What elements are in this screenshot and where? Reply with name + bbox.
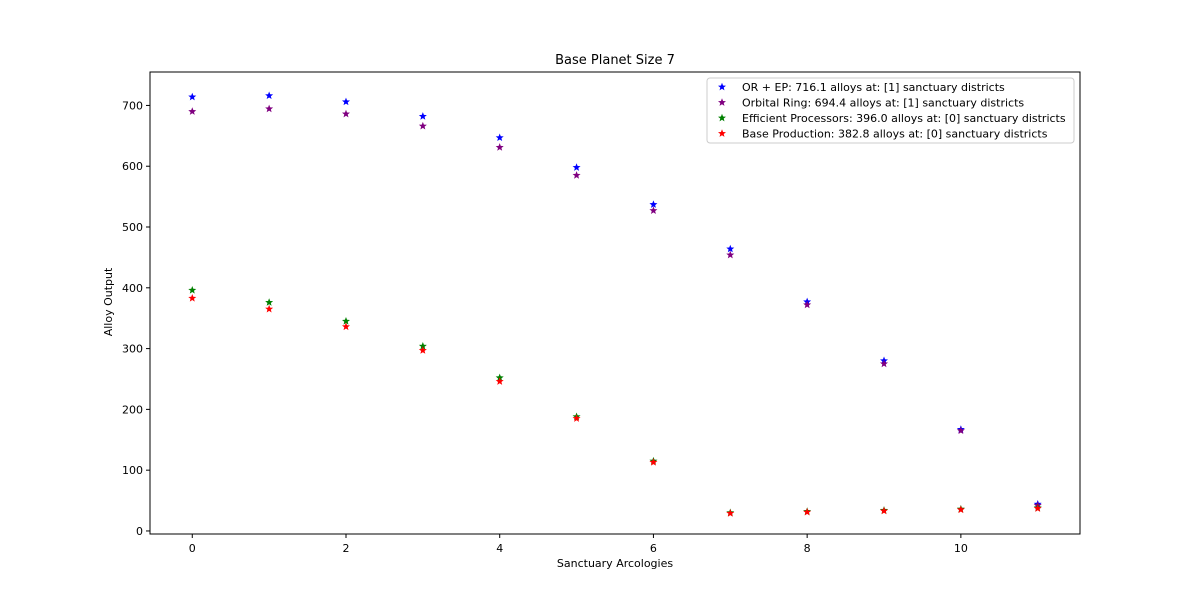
series-3-points bbox=[188, 286, 1042, 517]
legend: OR + EP: 716.1 alloys at: [1] sanctuary … bbox=[706, 77, 1075, 144]
data-point bbox=[265, 298, 274, 306]
legend-entry-label: Orbital Ring: 694.4 alloys at: [1] sanct… bbox=[742, 97, 1024, 110]
data-point bbox=[803, 300, 812, 309]
data-point bbox=[956, 426, 965, 435]
y-tick-label: 100 bbox=[122, 464, 143, 477]
plot-frame bbox=[149, 71, 1081, 535]
data-point bbox=[188, 107, 197, 115]
data-point bbox=[265, 304, 274, 313]
data-point bbox=[418, 112, 427, 120]
y-tick-label: 0 bbox=[136, 525, 143, 538]
legend-entry-label: OR + EP: 716.1 alloys at: [1] sanctuary … bbox=[742, 81, 1005, 94]
series-2-points bbox=[188, 104, 1042, 509]
data-point bbox=[572, 171, 581, 179]
data-point bbox=[726, 250, 735, 259]
data-point bbox=[418, 346, 427, 354]
y-tick-label: 600 bbox=[122, 160, 143, 173]
legend-marker bbox=[718, 113, 726, 122]
data-point bbox=[342, 97, 350, 106]
data-point bbox=[342, 322, 350, 331]
data-point bbox=[572, 414, 581, 422]
y-tick-label: 500 bbox=[122, 221, 143, 234]
data-point bbox=[1033, 504, 1042, 512]
data-point bbox=[956, 505, 965, 514]
plot-area bbox=[188, 91, 1042, 517]
series-4-points bbox=[188, 294, 1042, 517]
y-tick-label: 700 bbox=[122, 99, 143, 112]
x-tick-label: 8 bbox=[804, 542, 811, 555]
x-axis-label: Sanctuary Arcologies bbox=[557, 557, 673, 570]
data-point bbox=[880, 359, 888, 368]
y-tick-label: 400 bbox=[122, 282, 143, 295]
data-point bbox=[649, 206, 658, 214]
data-point bbox=[265, 91, 274, 100]
x-tick-label: 0 bbox=[189, 542, 196, 555]
data-point bbox=[803, 507, 812, 516]
x-tick-label: 10 bbox=[954, 542, 968, 555]
data-point bbox=[342, 317, 350, 325]
x-tick-label: 6 bbox=[650, 542, 657, 555]
data-point bbox=[418, 341, 427, 350]
data-point bbox=[726, 509, 735, 517]
legend-marker bbox=[718, 82, 726, 91]
legend-entry-label: Efficient Processors: 396.0 alloys at: [… bbox=[742, 112, 1066, 125]
legend-entry-label: Base Production: 382.8 alloys at: [0] sa… bbox=[742, 128, 1048, 141]
series-1-points bbox=[188, 91, 1042, 508]
data-point bbox=[418, 121, 427, 130]
data-point bbox=[188, 294, 197, 302]
data-point bbox=[188, 92, 197, 101]
y-tick-label: 200 bbox=[122, 403, 143, 416]
chart-title: Base Planet Size 7 bbox=[555, 53, 675, 68]
data-point bbox=[649, 458, 658, 466]
y-tick-label: 300 bbox=[122, 343, 143, 356]
x-tick-label: 2 bbox=[342, 542, 349, 555]
data-point bbox=[649, 200, 658, 208]
data-point bbox=[495, 133, 504, 142]
data-point bbox=[495, 143, 504, 151]
data-point bbox=[342, 109, 350, 118]
legend-marker bbox=[718, 98, 726, 106]
data-point bbox=[265, 104, 274, 113]
data-point bbox=[726, 244, 735, 253]
legend-marker bbox=[718, 129, 726, 137]
x-tick-label: 4 bbox=[496, 542, 503, 555]
data-point bbox=[188, 286, 197, 294]
data-point bbox=[572, 163, 581, 171]
data-point bbox=[495, 377, 504, 385]
legend-box bbox=[706, 77, 1075, 144]
data-point bbox=[880, 506, 888, 515]
y-axis-label: Alloy Output bbox=[102, 267, 115, 336]
